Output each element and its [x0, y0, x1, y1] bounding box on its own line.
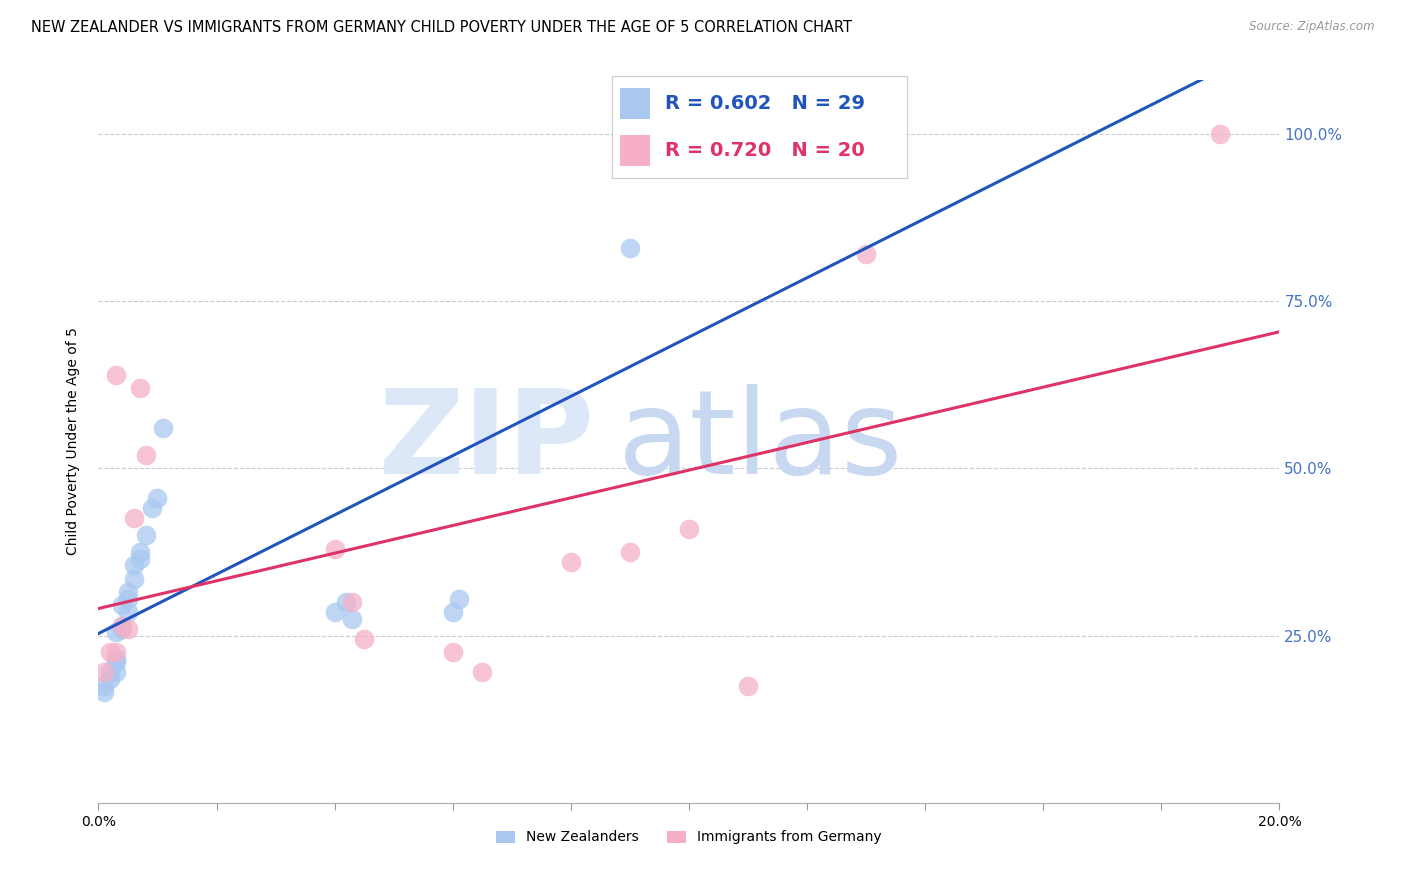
- Text: atlas: atlas: [619, 384, 904, 499]
- Point: [135, 448, 157, 462]
- Point: [323, 541, 346, 556]
- Point: [447, 591, 470, 606]
- Point: [105, 655, 128, 669]
- Point: [135, 528, 157, 542]
- Point: [471, 665, 494, 680]
- Point: [342, 595, 364, 609]
- Bar: [620, 88, 650, 119]
- Point: [117, 622, 139, 636]
- Point: [122, 511, 145, 525]
- Point: [619, 241, 641, 255]
- Point: [111, 618, 134, 632]
- Point: [323, 605, 346, 619]
- Point: [619, 545, 641, 559]
- Point: [98, 665, 121, 680]
- Point: [98, 645, 121, 659]
- Point: [1209, 127, 1232, 141]
- Legend: New Zealanders, Immigrants from Germany: New Zealanders, Immigrants from Germany: [491, 825, 887, 850]
- Point: [117, 591, 139, 606]
- Text: Source: ZipAtlas.com: Source: ZipAtlas.com: [1250, 20, 1375, 33]
- Point: [111, 599, 134, 613]
- Point: [737, 679, 759, 693]
- Point: [111, 622, 134, 636]
- Point: [335, 595, 357, 609]
- Bar: [620, 136, 650, 166]
- Point: [146, 491, 169, 506]
- Point: [122, 572, 145, 586]
- Point: [111, 618, 134, 632]
- Text: ZIP: ZIP: [378, 384, 595, 499]
- Point: [128, 381, 150, 395]
- Point: [105, 368, 128, 382]
- Point: [105, 645, 128, 659]
- Point: [855, 127, 877, 141]
- Point: [105, 665, 128, 680]
- Point: [93, 665, 115, 680]
- Point: [855, 247, 877, 261]
- Point: [117, 605, 139, 619]
- Point: [560, 555, 582, 569]
- Text: R = 0.720   N = 20: R = 0.720 N = 20: [665, 141, 865, 161]
- Point: [105, 625, 128, 640]
- Point: [342, 612, 364, 626]
- Point: [678, 521, 700, 535]
- Y-axis label: Child Poverty Under the Age of 5: Child Poverty Under the Age of 5: [66, 327, 80, 556]
- Text: R = 0.602   N = 29: R = 0.602 N = 29: [665, 94, 865, 113]
- Point: [122, 558, 145, 573]
- Point: [141, 501, 163, 516]
- Point: [117, 585, 139, 599]
- Point: [128, 551, 150, 566]
- Point: [98, 672, 121, 686]
- Point: [128, 545, 150, 559]
- Point: [105, 652, 128, 666]
- Point: [93, 685, 115, 699]
- Point: [441, 605, 464, 619]
- Point: [441, 645, 464, 659]
- Point: [93, 679, 115, 693]
- Text: NEW ZEALANDER VS IMMIGRANTS FROM GERMANY CHILD POVERTY UNDER THE AGE OF 5 CORREL: NEW ZEALANDER VS IMMIGRANTS FROM GERMANY…: [31, 20, 852, 35]
- Point: [353, 632, 375, 646]
- Point: [152, 421, 174, 435]
